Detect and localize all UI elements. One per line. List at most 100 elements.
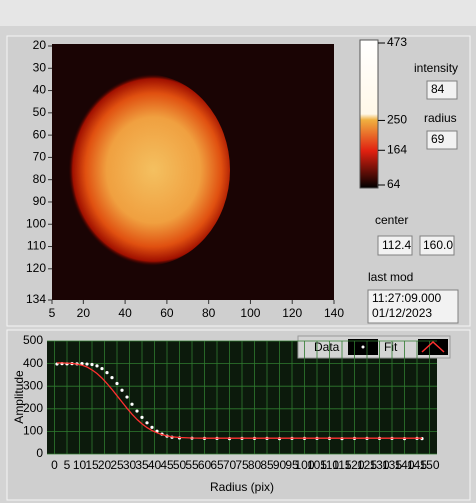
x-tick-label: 130 — [369, 458, 389, 472]
indicator-value: 01/12/2023 — [372, 306, 432, 320]
y-tick-label: 50 — [33, 105, 47, 119]
x-tick-label: 150 — [419, 458, 439, 472]
x-tick-label: 90 — [273, 458, 287, 472]
x-tick-label: 85 — [260, 458, 274, 472]
toolbar — [0, 0, 476, 26]
indicator-value: 69 — [431, 132, 445, 146]
x-tick-label: 100 — [240, 306, 260, 320]
indicator-value: 84 — [431, 82, 445, 96]
indicator-label: last mod — [368, 270, 413, 284]
legend-swatch — [418, 339, 448, 355]
legend-label: Fit — [384, 340, 398, 354]
data-point — [110, 376, 114, 380]
indicator-value: 112.4 — [382, 238, 411, 252]
data-point — [95, 364, 99, 368]
x-tick-label: 105 — [307, 458, 327, 472]
x-tick-label: 0 — [51, 458, 58, 472]
x-tick-label: 120 — [344, 458, 364, 472]
y-tick-label: 120 — [26, 261, 46, 275]
data-point — [125, 395, 129, 399]
indicator-label: center — [375, 213, 408, 227]
indicator-box — [377, 235, 413, 256]
data-point — [115, 381, 119, 386]
x-tick-label: 35 — [135, 458, 149, 472]
colorbar-tick-label: 64 — [387, 177, 401, 191]
x-tick-label: 80 — [202, 306, 216, 320]
indicator-value: 160.0 — [423, 238, 453, 252]
fit-line — [57, 362, 422, 439]
x-tick-label: 30 — [123, 458, 137, 472]
y-tick-label: 100 — [26, 216, 46, 230]
y-tick-label: 80 — [33, 172, 47, 186]
colorbar-tick-label: 164 — [387, 142, 407, 156]
x-tick-label: 5 — [49, 306, 56, 320]
x-tick-label: 5 — [64, 458, 71, 472]
data-point — [145, 421, 149, 425]
x-tick-label: 115 — [332, 458, 351, 472]
x-axis-label: Radius (pix) — [210, 480, 274, 494]
x-tick-label: 60 — [160, 306, 174, 320]
x-tick-label: 140 — [324, 306, 344, 320]
data-point — [120, 388, 124, 392]
x-tick-label: 80 — [248, 458, 262, 472]
data-point — [140, 415, 144, 419]
y-tick-label: 500 — [23, 333, 43, 347]
x-tick-label: 95 — [285, 458, 299, 472]
x-tick-label: 15 — [85, 458, 99, 472]
y-tick-label: 134 — [26, 292, 46, 306]
x-tick-label: 20 — [77, 306, 91, 320]
x-tick-label: 20 — [98, 458, 112, 472]
x-tick-label: 60 — [198, 458, 212, 472]
y-tick-label: 60 — [33, 127, 47, 141]
x-tick-label: 25 — [110, 458, 124, 472]
data-point — [85, 362, 89, 366]
data-point — [105, 371, 109, 375]
y-tick-label: 40 — [33, 83, 47, 97]
x-tick-label: 65 — [210, 458, 224, 472]
indicator-box — [426, 130, 458, 150]
y-tick-label: 70 — [33, 150, 47, 164]
x-tick-label: 40 — [148, 458, 162, 472]
y-axis-label: Amplitude — [12, 370, 26, 424]
x-tick-label: 140 — [394, 458, 414, 472]
y-tick-label: 100 — [23, 424, 43, 438]
y-tick-label: 200 — [23, 401, 43, 415]
indicator-box — [426, 80, 458, 100]
y-tick-label: 30 — [33, 60, 47, 74]
x-tick-label: 55 — [185, 458, 199, 472]
y-tick-label: 0 — [36, 446, 43, 460]
x-tick-label: 50 — [173, 458, 187, 472]
indicator-value: 11:27:09.000 — [372, 291, 442, 305]
data-point — [135, 409, 139, 413]
beam-spot — [60, 74, 230, 266]
y-tick-label: 400 — [23, 356, 43, 370]
y-tick-label: 300 — [23, 378, 43, 392]
colorbar-tick-label: 473 — [387, 35, 407, 49]
data-point — [90, 362, 94, 367]
y-tick-label: 110 — [27, 239, 46, 253]
color-scale — [359, 39, 379, 189]
indicator-label: radius — [424, 111, 457, 125]
y-tick-label: 20 — [33, 38, 47, 52]
x-tick-label: 10 — [73, 458, 87, 472]
x-tick-label: 45 — [160, 458, 174, 472]
x-tick-label: 75 — [235, 458, 249, 472]
indicator-box — [367, 289, 459, 324]
indicator-label: intensity — [414, 61, 458, 75]
data-point — [130, 402, 134, 406]
y-tick-label: 90 — [33, 194, 47, 208]
data-point — [100, 366, 104, 371]
legend-line — [421, 340, 445, 353]
x-tick-label: 40 — [118, 306, 132, 320]
legend-label: Data — [314, 340, 340, 354]
x-tick-label: 100 — [294, 458, 314, 472]
indicator-box — [419, 235, 455, 256]
x-tick-label: 110 — [320, 458, 339, 472]
colorbar-tick-label: 250 — [387, 113, 407, 127]
x-tick-label: 135 — [382, 458, 402, 472]
x-tick-label: 70 — [223, 458, 237, 472]
data-point — [150, 425, 154, 429]
x-tick-label: 145 — [407, 458, 427, 472]
x-tick-label: 120 — [282, 306, 302, 320]
